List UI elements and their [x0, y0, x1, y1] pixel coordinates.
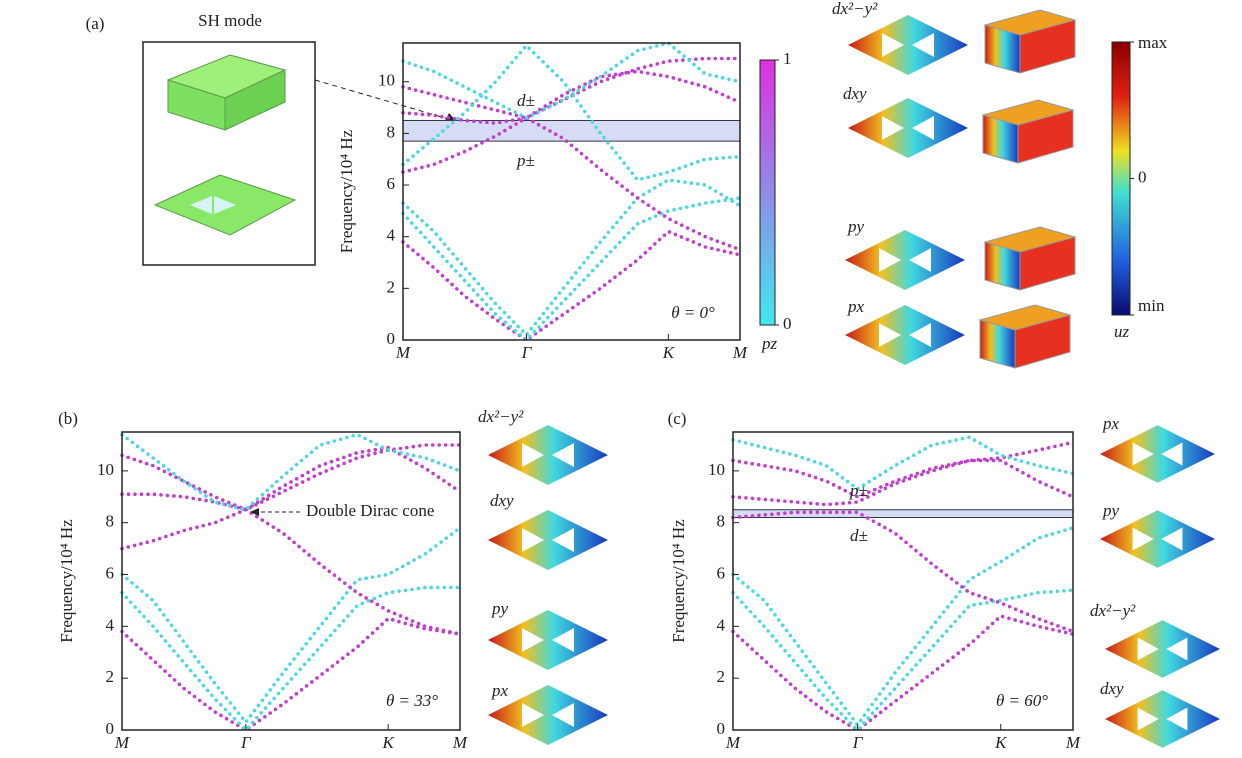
y-tick-label: 2: [717, 667, 726, 686]
colorbar-tick-label: 1: [783, 49, 792, 68]
band-curve: [120, 585, 462, 733]
annotation: p±: [516, 151, 535, 170]
band-curve: [401, 115, 742, 252]
y-tick-label: 4: [387, 226, 396, 245]
band-curve: [401, 196, 742, 343]
y-tick-label: 0: [387, 329, 396, 348]
mode-label: dxy: [843, 84, 867, 103]
y-tick-label: 2: [387, 277, 396, 296]
y-axis-label: Frequency/10⁴ Hz: [337, 129, 356, 253]
x-tick-label: M: [395, 343, 411, 362]
y-tick-label: 2: [106, 667, 115, 686]
x-tick-label: Γ: [240, 733, 252, 752]
panel-label: (c): [668, 409, 687, 428]
y-tick-label: 6: [387, 174, 396, 193]
band-curve: [731, 510, 1075, 634]
theta-label: θ = 33°: [386, 691, 438, 710]
annotation: d±: [850, 526, 868, 545]
y-tick-label: 6: [106, 563, 115, 582]
colorbar-label: uz: [1114, 322, 1130, 341]
x-tick-label: K: [994, 733, 1008, 752]
mode-label: py: [847, 217, 865, 236]
band-curve: [731, 588, 1075, 733]
y-tick-label: 10: [97, 460, 114, 479]
band-curve: [401, 69, 742, 120]
mode-label: dx²−y²: [1090, 601, 1136, 620]
y-tick-label: 10: [378, 71, 395, 90]
colorbar-tick-label: 0: [1138, 167, 1147, 186]
y-tick-label: 6: [717, 563, 726, 582]
mode-label: py: [491, 599, 509, 618]
theta-label: θ = 60°: [996, 691, 1048, 710]
x-tick-label: M: [732, 343, 748, 362]
colorbar-label: pz: [761, 334, 778, 353]
band-curve: [731, 526, 1075, 728]
colorbar-tick-label: min: [1138, 296, 1165, 315]
band-curve: [120, 507, 462, 636]
y-tick-label: 10: [708, 460, 725, 479]
x-tick-label: M: [114, 733, 130, 752]
mode-label: dx²−y²: [478, 407, 524, 426]
y-tick-label: 8: [387, 122, 396, 141]
y-tick-label: 4: [106, 615, 115, 634]
theta-label: θ = 0°: [671, 303, 715, 322]
mode-label: dx²−y²: [832, 0, 878, 18]
colorbar: [759, 59, 776, 326]
field-colorbar: [1111, 41, 1131, 316]
mode-label: px: [847, 297, 865, 316]
y-tick-label: 8: [106, 512, 115, 531]
band-curve: [731, 458, 1075, 499]
y-axis-label: Frequency/10⁴ Hz: [669, 519, 688, 643]
mode-label: px: [1102, 414, 1120, 433]
band-curve: [120, 432, 462, 512]
plot-frame: [402, 42, 741, 341]
band-curve: [120, 616, 462, 733]
arrow-head: [250, 508, 259, 516]
colorbar-tick-label: max: [1138, 33, 1168, 52]
panel-label: (b): [58, 409, 78, 428]
band-curve: [731, 435, 1075, 492]
x-tick-label: Γ: [521, 343, 533, 362]
mode-label: dxy: [490, 491, 514, 510]
x-tick-label: M: [725, 733, 741, 752]
panel-label: (a): [86, 14, 105, 33]
colorbar-tick-label: 0: [783, 314, 792, 333]
inset-title: SH mode: [198, 11, 262, 30]
x-tick-label: K: [662, 343, 676, 362]
band-curve: [731, 440, 1075, 507]
sh-mode-shapes: [153, 54, 297, 236]
annotation: p±: [849, 481, 868, 500]
mode-label: py: [1102, 501, 1120, 520]
mode-label: px: [491, 681, 509, 700]
y-tick-label: 0: [717, 719, 726, 738]
x-tick-label: M: [1065, 733, 1081, 752]
x-tick-label: Γ: [852, 733, 864, 752]
band-curve: [120, 443, 462, 512]
y-tick-label: 8: [717, 512, 726, 531]
band-curve: [401, 42, 742, 182]
band-curve: [401, 229, 742, 343]
mode-label: dxy: [1100, 679, 1124, 698]
x-tick-label: M: [452, 733, 468, 752]
annotation: d±: [517, 91, 535, 110]
y-tick-label: 0: [106, 719, 115, 738]
y-axis-label: Frequency/10⁴ Hz: [57, 519, 76, 643]
plot-frame: [732, 431, 1074, 731]
band-curve: [401, 178, 742, 338]
band-curve: [731, 614, 1075, 733]
y-tick-label: 4: [717, 615, 726, 634]
band-curve: [120, 526, 462, 726]
x-tick-label: K: [382, 733, 396, 752]
band-curve: [401, 56, 742, 125]
plot-frame: [121, 431, 461, 731]
annotation: Double Dirac cone: [306, 501, 434, 520]
